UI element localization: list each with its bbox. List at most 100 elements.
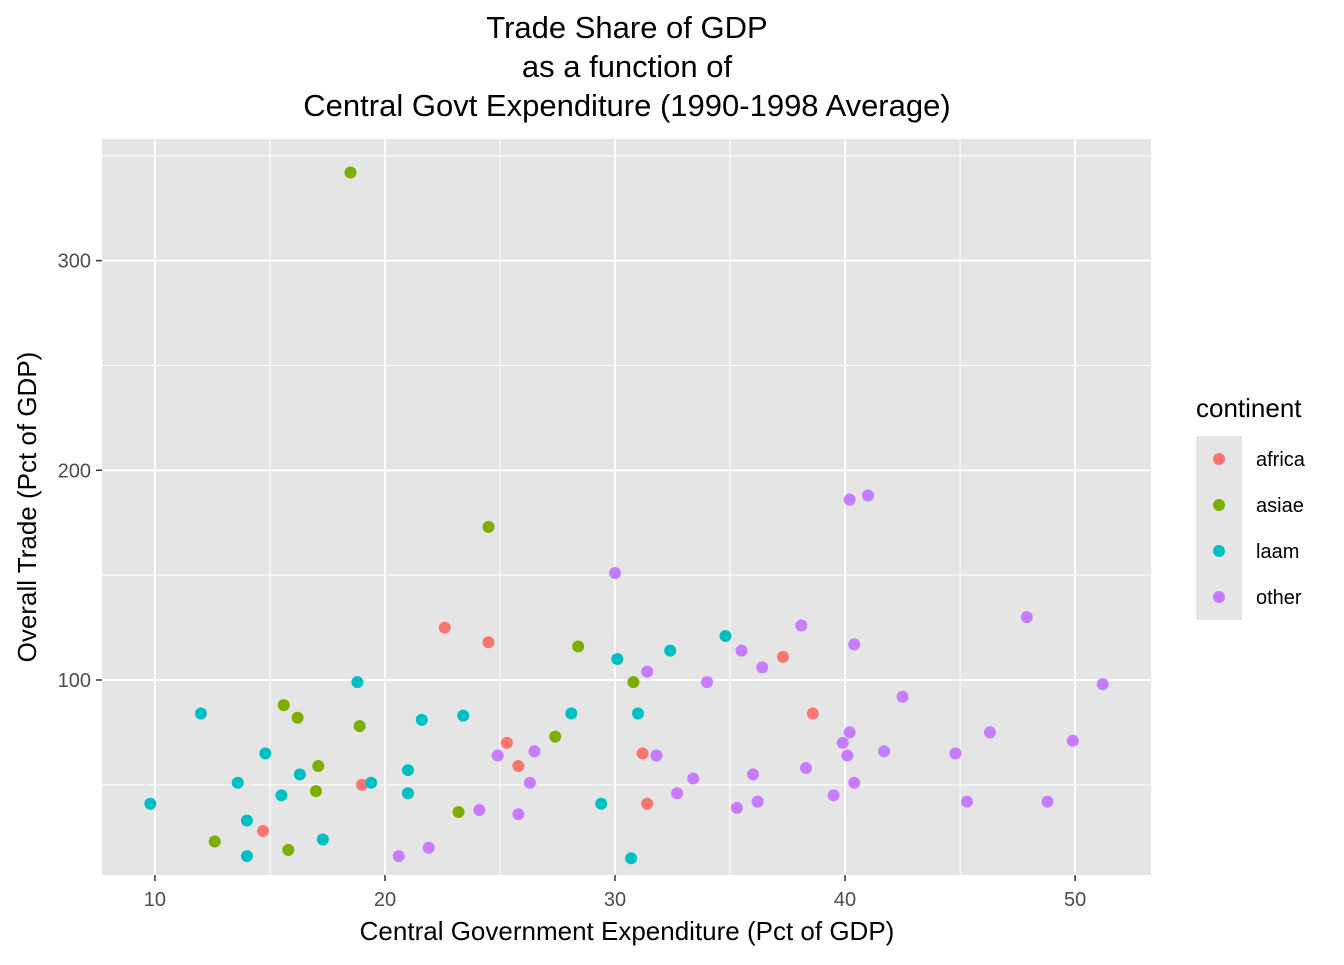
data-point-africa bbox=[641, 797, 654, 810]
data-point-laam bbox=[401, 764, 414, 777]
data-point-other bbox=[650, 749, 663, 762]
data-point-other bbox=[735, 644, 748, 657]
data-point-laam bbox=[611, 653, 624, 666]
chart-title-line-3: Central Govt Expenditure (1990-1998 Aver… bbox=[303, 88, 950, 123]
data-point-asiae bbox=[627, 676, 640, 689]
data-point-other bbox=[687, 772, 700, 785]
legend: continent africa asiae laam other bbox=[1196, 393, 1306, 620]
data-point-asiae bbox=[344, 166, 357, 179]
data-point-laam bbox=[664, 644, 677, 657]
data-point-asiae bbox=[482, 520, 495, 533]
y-tick-label: 100 bbox=[58, 670, 91, 692]
data-point-laam bbox=[415, 713, 428, 726]
data-point-other bbox=[949, 747, 962, 760]
legend-title: continent bbox=[1196, 393, 1302, 423]
data-point-asiae bbox=[572, 640, 585, 653]
legend-key-background bbox=[1196, 436, 1242, 620]
y-tick-label: 200 bbox=[58, 460, 91, 482]
data-point-other bbox=[795, 619, 808, 632]
data-point-laam bbox=[259, 747, 272, 760]
data-point-asiae bbox=[312, 759, 325, 772]
data-point-other bbox=[1020, 611, 1033, 624]
data-point-other bbox=[491, 749, 504, 762]
y-tick-label: 300 bbox=[58, 251, 91, 273]
data-point-laam bbox=[565, 707, 578, 720]
legend-key-asiae bbox=[1213, 499, 1225, 511]
legend-label-africa: africa bbox=[1256, 449, 1306, 471]
data-point-asiae bbox=[282, 843, 295, 856]
data-point-other bbox=[751, 795, 764, 808]
data-point-other bbox=[747, 768, 760, 781]
chart-title-line-1: Trade Share of GDP bbox=[486, 10, 767, 45]
x-axis-title: Central Government Expenditure (Pct of G… bbox=[360, 916, 895, 946]
data-point-laam bbox=[365, 776, 378, 789]
data-point-laam bbox=[231, 776, 244, 789]
data-point-other bbox=[512, 808, 525, 821]
data-point-asiae bbox=[208, 835, 221, 848]
data-point-other bbox=[960, 795, 973, 808]
data-point-other bbox=[843, 726, 856, 739]
data-point-other bbox=[896, 690, 909, 703]
data-point-laam bbox=[194, 707, 207, 720]
data-point-other bbox=[1096, 678, 1109, 691]
data-points bbox=[144, 166, 1109, 865]
data-point-other bbox=[523, 776, 536, 789]
x-tick-label: 10 bbox=[144, 889, 166, 911]
data-point-other bbox=[799, 762, 812, 775]
data-point-laam bbox=[351, 676, 364, 689]
data-point-laam bbox=[719, 629, 732, 642]
minor-gridlines bbox=[102, 139, 1151, 875]
data-point-other bbox=[756, 661, 769, 674]
data-point-asiae bbox=[309, 785, 322, 798]
x-tick-label: 40 bbox=[834, 889, 856, 911]
legend-key-africa bbox=[1213, 453, 1225, 465]
legend-key-laam bbox=[1213, 545, 1225, 557]
data-point-africa bbox=[512, 759, 525, 772]
data-point-laam bbox=[293, 768, 306, 781]
legend-key-other bbox=[1213, 591, 1225, 603]
data-point-africa bbox=[438, 621, 451, 634]
major-gridlines bbox=[102, 139, 1151, 875]
data-point-laam bbox=[595, 797, 608, 810]
data-point-africa bbox=[482, 636, 495, 649]
data-point-laam bbox=[240, 814, 253, 827]
data-point-other bbox=[392, 850, 405, 863]
data-point-other bbox=[422, 841, 435, 854]
data-point-other bbox=[841, 749, 854, 762]
legend-label-other: other bbox=[1256, 587, 1302, 609]
data-point-africa bbox=[806, 707, 819, 720]
x-tick-label: 20 bbox=[374, 889, 396, 911]
data-point-laam bbox=[316, 833, 329, 846]
data-point-asiae bbox=[291, 711, 304, 724]
data-point-africa bbox=[355, 778, 368, 791]
y-axis-title: Overall Trade (Pct of GDP) bbox=[12, 352, 42, 663]
chart-title: Trade Share of GDP as a function of Cent… bbox=[303, 10, 950, 123]
data-point-asiae bbox=[353, 720, 366, 733]
data-point-other bbox=[1041, 795, 1054, 808]
data-point-other bbox=[836, 736, 849, 749]
data-point-other bbox=[983, 726, 996, 739]
data-point-laam bbox=[625, 852, 638, 865]
data-point-other bbox=[473, 803, 486, 816]
data-point-other bbox=[848, 776, 861, 789]
data-point-africa bbox=[636, 747, 649, 760]
data-point-africa bbox=[776, 650, 789, 663]
x-tick-label: 30 bbox=[604, 889, 626, 911]
data-point-laam bbox=[632, 707, 645, 720]
data-point-africa bbox=[500, 736, 513, 749]
data-point-other bbox=[827, 789, 840, 802]
data-point-other bbox=[671, 787, 684, 800]
data-point-other bbox=[608, 567, 621, 580]
data-point-laam bbox=[240, 850, 253, 863]
data-point-africa bbox=[257, 824, 270, 837]
data-point-asiae bbox=[549, 730, 562, 743]
legend-label-laam: laam bbox=[1256, 541, 1299, 563]
data-point-other bbox=[878, 745, 891, 758]
data-point-laam bbox=[401, 787, 414, 800]
legend-label-asiae: asiae bbox=[1256, 495, 1304, 517]
data-point-asiae bbox=[452, 806, 465, 819]
chart-title-line-2: as a function of bbox=[522, 49, 733, 84]
data-point-other bbox=[848, 638, 861, 651]
